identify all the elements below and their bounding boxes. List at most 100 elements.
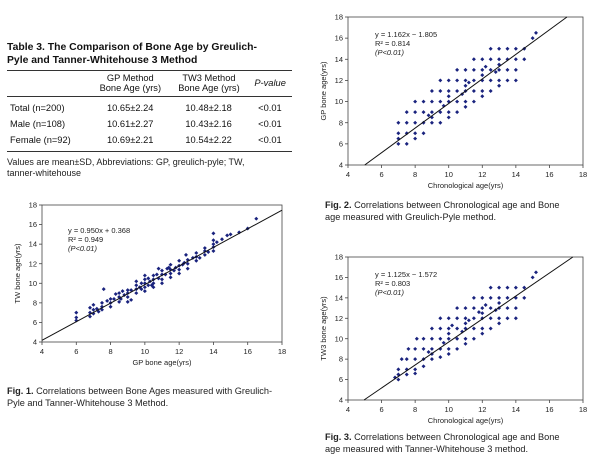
data-point: [185, 266, 190, 271]
data-point: [513, 57, 518, 62]
cell-p: <0.01: [258, 135, 282, 145]
data-point: [480, 306, 485, 311]
col-p-header: P-value: [254, 78, 286, 88]
data-point: [134, 283, 139, 288]
x-tick-label: 16: [244, 347, 252, 356]
data-point: [108, 296, 113, 301]
data-point: [413, 371, 418, 376]
data-point: [429, 89, 434, 93]
table-row: Female (n=92) 10.69±2.21 10.54±2.22 <0.0…: [7, 132, 292, 148]
y-tick-label: 18: [29, 201, 37, 210]
data-point: [156, 266, 161, 271]
data-point: [497, 78, 502, 83]
data-point: [151, 273, 156, 278]
row-n: (n=92): [43, 135, 71, 145]
y-tick-label: 14: [29, 240, 37, 249]
x-tick-label: 8: [108, 347, 112, 356]
data-point: [396, 377, 401, 382]
data-point: [463, 78, 468, 83]
data-point: [471, 67, 476, 72]
data-point: [404, 141, 409, 146]
data-point: [220, 237, 224, 242]
data-point: [413, 110, 418, 115]
fig3-text-line2: age measured with Tanner-Whitehouse 3 me…: [325, 443, 529, 454]
data-point: [455, 67, 460, 72]
cell-p: <0.01: [258, 103, 282, 113]
data-point: [413, 131, 418, 136]
data-point: [166, 265, 171, 270]
data-point: [441, 340, 446, 345]
data-point: [488, 285, 493, 290]
col-gp-header-2: Bone Age (yrs): [99, 83, 162, 93]
fig2-label: Fig. 2.: [325, 200, 352, 210]
y-tick-label: 14: [335, 55, 343, 64]
col-tw-header-1: TW3 Method: [182, 73, 236, 83]
data-point: [446, 110, 451, 115]
table-title-line1: Table 3. The Comparison of Bone Age by G…: [7, 42, 257, 53]
y-tick-label: 16: [29, 220, 37, 229]
data-point: [446, 89, 451, 93]
data-point: [214, 240, 219, 245]
data-point: [134, 279, 139, 284]
data-point: [480, 67, 485, 72]
regression-annotation: (P<0.01): [375, 48, 404, 57]
data-point: [530, 275, 535, 280]
fig3-text-line1: Correlations between Chronological age a…: [354, 432, 560, 442]
data-point: [455, 346, 460, 351]
data-point: [404, 357, 409, 362]
comparison-table-body: Total (n=200) 10.65±2.24 10.48±2.18 <0.0…: [7, 100, 292, 148]
data-point: [497, 83, 502, 88]
data-point: [466, 318, 471, 323]
data-point: [438, 316, 443, 321]
data-point: [101, 287, 106, 292]
data-point: [211, 249, 216, 253]
x-tick-label: 6: [379, 170, 383, 179]
x-tick-label: 4: [346, 170, 350, 179]
data-point: [211, 231, 216, 236]
regression-annotation: y = 1.162x − 1.805: [375, 30, 437, 39]
data-point: [463, 321, 468, 326]
regression-line: [41, 209, 283, 341]
data-point: [513, 46, 518, 51]
data-point: [438, 120, 443, 125]
fig1-text-line2: Pyle and Tanner-Whitehouse 3 Method.: [7, 397, 169, 408]
data-point: [429, 357, 434, 362]
x-tick-label: 10: [445, 170, 453, 179]
regression-annotation: R² = 0.803: [375, 279, 410, 288]
cell-gp: 10.65±2.24: [106, 103, 154, 113]
y-tick-label: 10: [335, 97, 343, 106]
data-point: [471, 336, 476, 341]
data-point: [100, 300, 104, 305]
data-point: [91, 307, 96, 312]
data-point: [125, 295, 130, 299]
data-point: [455, 336, 460, 341]
data-point: [177, 267, 182, 272]
data-point: [177, 258, 182, 263]
data-point: [505, 67, 510, 72]
data-point: [505, 295, 510, 300]
data-point: [413, 346, 418, 351]
cell-tw: 10.43±2.16: [185, 119, 232, 129]
data-point: [488, 306, 493, 311]
data-point: [455, 110, 460, 115]
data-point: [74, 315, 79, 320]
data-point: [438, 326, 443, 331]
x-tick-label: 14: [512, 405, 520, 414]
data-point: [396, 131, 401, 136]
regression-annotation: (P<0.01): [68, 244, 97, 253]
data-point: [105, 298, 110, 303]
data-point: [497, 321, 502, 326]
y-tick-label: 8: [33, 298, 37, 307]
data-point: [505, 316, 510, 321]
data-point: [129, 297, 134, 302]
data-point: [513, 306, 518, 311]
x-tick-label: 14: [512, 170, 520, 179]
cell-p: <0.01: [258, 119, 282, 129]
data-point: [488, 46, 493, 51]
fig1-text-line1: Correlations between Bone Ages measured …: [36, 386, 273, 396]
cell-gp: 10.69±2.21: [106, 135, 154, 145]
data-point: [421, 346, 426, 351]
x-tick-label: 18: [579, 170, 587, 179]
data-point: [505, 78, 510, 83]
data-point: [471, 89, 476, 93]
